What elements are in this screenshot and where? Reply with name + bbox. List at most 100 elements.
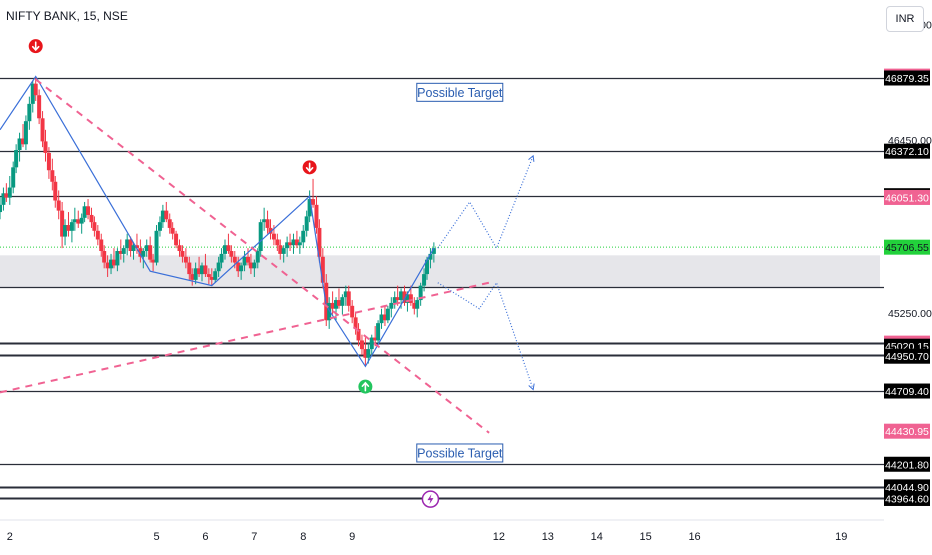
candle-body xyxy=(154,230,159,263)
time-tick-label: 8 xyxy=(300,531,306,543)
signal-arrow-icon xyxy=(305,162,314,173)
candle-body xyxy=(190,274,195,280)
candle-body xyxy=(350,305,355,318)
candle-body xyxy=(102,251,107,263)
horizontal-levels-group xyxy=(0,77,884,500)
candle-body xyxy=(157,222,162,231)
annotations-group: Possible Target Possible Target xyxy=(416,82,504,463)
candle-body xyxy=(317,227,322,257)
candle-body xyxy=(177,245,182,252)
candle-body xyxy=(359,340,364,350)
candle-body xyxy=(223,245,227,254)
candle-body xyxy=(382,314,387,321)
candle-body xyxy=(216,262,221,272)
candle-body xyxy=(255,251,260,263)
candle-body xyxy=(92,222,97,231)
candle-body xyxy=(278,245,283,254)
trendline-up-line xyxy=(0,281,490,394)
candle-body xyxy=(314,204,319,228)
time-tick-label: 7 xyxy=(251,531,257,543)
time-tick-label: 9 xyxy=(349,531,355,543)
price-tag xyxy=(884,189,930,205)
candle-body xyxy=(151,259,156,263)
candle-body xyxy=(376,323,381,341)
candle-body xyxy=(79,217,84,224)
candle-body xyxy=(1,193,6,205)
candle-body xyxy=(271,233,276,240)
candle-body xyxy=(356,328,361,341)
candle-body xyxy=(66,225,71,231)
candle-body xyxy=(405,294,410,303)
signal-arrow-icon xyxy=(31,41,40,52)
candle-body xyxy=(131,245,136,252)
candle-body xyxy=(203,265,208,275)
candle-body xyxy=(174,233,179,246)
price-tag-label: 44044.90 xyxy=(885,482,929,494)
price-axis-group: 47250.0046892.3546879.3546450.0046372.10… xyxy=(884,0,932,550)
candle-body xyxy=(431,248,436,254)
candle-body xyxy=(187,262,192,275)
price-tag-label: 44201.80 xyxy=(885,459,929,471)
time-tick-label: 13 xyxy=(542,531,554,543)
candle-body xyxy=(125,239,130,249)
candle-body xyxy=(392,297,397,303)
time-tick-label: 19 xyxy=(835,531,847,543)
candle-body xyxy=(141,251,146,257)
candle-body xyxy=(200,265,205,275)
candle-body xyxy=(14,150,19,168)
candle-body xyxy=(111,259,116,266)
candle-body xyxy=(197,268,202,275)
price-tag xyxy=(884,348,930,364)
trendline-down-line xyxy=(35,78,490,434)
candle-body xyxy=(95,230,100,240)
candle-body xyxy=(50,170,55,182)
time-tick-label: 14 xyxy=(591,531,603,543)
candle-body xyxy=(30,83,35,104)
candle-body xyxy=(69,222,74,231)
time-tick-label: 6 xyxy=(202,531,208,543)
price-tag-label: 43964.60 xyxy=(885,493,929,505)
candle-body xyxy=(366,349,371,358)
price-tag xyxy=(884,143,930,159)
candle-body xyxy=(245,256,250,263)
candle-body xyxy=(138,248,143,257)
candle-body xyxy=(99,239,104,252)
candle-body xyxy=(86,206,91,215)
price-tag xyxy=(884,490,930,506)
price-tag xyxy=(884,239,930,255)
candle-body xyxy=(115,251,120,266)
time-axis-group: 2 5 6 7 8 9 12 13 14 15 16 19 xyxy=(0,519,884,543)
candle-body xyxy=(56,200,61,211)
candles-group xyxy=(0,76,436,367)
projection-down-line xyxy=(437,281,534,390)
price-tag xyxy=(884,479,930,495)
candle-body xyxy=(37,95,42,119)
price-tag xyxy=(884,70,930,86)
candle-body xyxy=(395,297,400,301)
time-tick-label: 12 xyxy=(493,531,505,543)
candle-body xyxy=(291,239,296,246)
currency-button[interactable]: INR xyxy=(886,6,924,32)
candle-body xyxy=(82,206,87,218)
price-tag xyxy=(884,423,930,439)
candle-body xyxy=(252,262,257,269)
candle-body xyxy=(320,256,325,283)
candle-body xyxy=(369,337,374,350)
candle-body xyxy=(412,302,417,309)
lightning-bolt-icon xyxy=(427,494,434,505)
time-tick-label: 15 xyxy=(640,531,652,543)
candle-body xyxy=(232,256,237,263)
candle-body xyxy=(242,256,247,266)
candle-body xyxy=(285,242,290,249)
candle-body xyxy=(399,291,404,301)
candle-body xyxy=(167,219,172,228)
candle-body xyxy=(425,259,430,275)
candle-body xyxy=(311,199,316,205)
candle-body xyxy=(258,222,263,252)
candle-body xyxy=(265,219,270,228)
candle-body xyxy=(109,259,114,269)
candle-body xyxy=(53,181,58,201)
candle-body xyxy=(353,317,358,329)
projection-arrowhead xyxy=(528,154,535,162)
